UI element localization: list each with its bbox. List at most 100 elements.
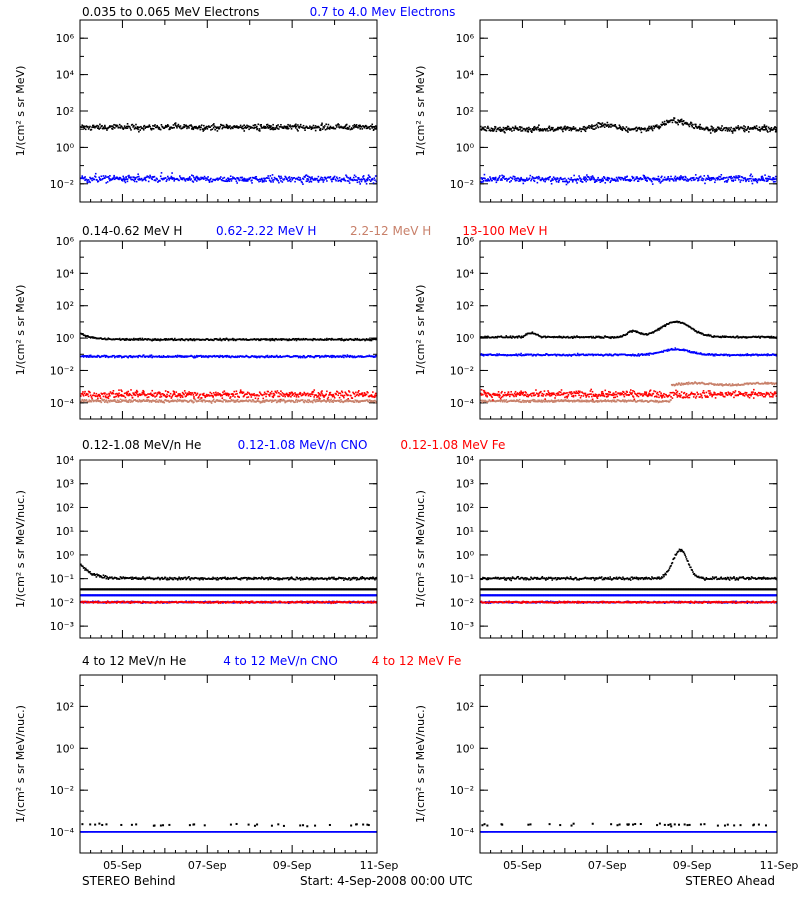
data-point: [92, 124, 95, 127]
data-point: [774, 126, 776, 128]
data-point: [205, 179, 207, 181]
data-point: [222, 126, 224, 129]
data-point: [607, 354, 610, 356]
data-point: [116, 356, 119, 358]
data-point: [138, 130, 140, 133]
data-point: [630, 330, 633, 332]
data-point: [680, 176, 683, 179]
data-point: [115, 125, 118, 128]
data-point: [583, 129, 586, 131]
data-point: [195, 354, 198, 357]
data-point: [608, 125, 611, 127]
legend-label: 4 to 12 MeV Fe: [372, 654, 462, 668]
data-point: [365, 182, 368, 185]
data-point: [91, 179, 93, 182]
data-point: [316, 400, 318, 403]
data-point: [524, 180, 527, 182]
data-point: [737, 175, 740, 177]
data-point: [131, 397, 134, 399]
data-point: [516, 179, 518, 182]
data-point: [113, 398, 116, 401]
data-point: [610, 126, 612, 128]
data-point: [261, 178, 263, 181]
data-point: [264, 177, 267, 180]
data-point: [603, 175, 605, 178]
data-point: [624, 128, 626, 130]
data-point: [248, 128, 250, 131]
data-point: [633, 354, 636, 357]
data-point: [620, 178, 622, 181]
data-point: [170, 175, 173, 178]
data-point: [747, 127, 749, 129]
data-point: [368, 395, 371, 398]
data-point: [328, 399, 330, 401]
data-point: [531, 176, 534, 178]
data-point: [569, 178, 572, 181]
data-point: [566, 182, 569, 184]
data-point: [367, 177, 369, 179]
data-point: [306, 175, 309, 178]
data-point: [748, 128, 751, 130]
data-point: [124, 338, 127, 340]
data-point: [637, 353, 640, 355]
data-point: [154, 337, 156, 340]
data-point: [653, 178, 655, 181]
data-point: [269, 126, 272, 129]
data-point: [256, 356, 258, 359]
data-point: [181, 394, 183, 397]
data-point: [154, 396, 156, 398]
data-point: [669, 178, 672, 180]
data-point: [530, 332, 533, 334]
data-point: [345, 400, 347, 403]
data-point: [273, 126, 275, 129]
data-point: [173, 390, 175, 393]
data-point: [301, 181, 303, 184]
data-point: [225, 394, 228, 397]
data-point: [329, 393, 331, 396]
data-point: [514, 354, 517, 356]
data-point: [719, 129, 722, 131]
y-tick-label: 10⁻²: [50, 364, 74, 377]
data-point: [348, 355, 350, 357]
data-point: [493, 128, 496, 131]
data-point: [554, 129, 556, 132]
data-point: [87, 400, 90, 403]
data-point: [243, 130, 246, 132]
data-point: [263, 179, 266, 181]
data-point: [95, 392, 98, 395]
data-point: [229, 396, 232, 398]
data-point: [656, 329, 658, 332]
data-point: [148, 400, 151, 403]
data-point: [236, 356, 238, 359]
data-point: [710, 179, 713, 181]
data-point: [612, 337, 615, 339]
data-point: [511, 337, 513, 339]
data-point: [287, 177, 290, 179]
data-point: [758, 178, 761, 180]
data-point: [136, 390, 139, 393]
data-point: [121, 125, 123, 128]
data-point: [126, 392, 129, 395]
data-point: [348, 125, 351, 128]
data-point: [253, 127, 255, 130]
data-point: [106, 129, 108, 131]
data-point: [767, 175, 770, 178]
data-point: [342, 395, 344, 397]
data-point: [505, 177, 508, 180]
data-point: [370, 394, 373, 396]
data-point: [247, 400, 250, 403]
data-point: [530, 353, 533, 356]
data-point: [116, 125, 119, 127]
data-point: [209, 126, 212, 128]
data-point: [150, 392, 152, 395]
data-point: [258, 355, 260, 358]
data-point: [102, 399, 105, 402]
data-point: [287, 127, 290, 130]
data-point: [237, 178, 240, 180]
data-point: [185, 395, 187, 397]
data-point: [200, 399, 203, 402]
data-point: [362, 394, 365, 397]
data-point: [733, 175, 735, 178]
data-point: [231, 338, 233, 341]
data-point: [601, 124, 603, 126]
